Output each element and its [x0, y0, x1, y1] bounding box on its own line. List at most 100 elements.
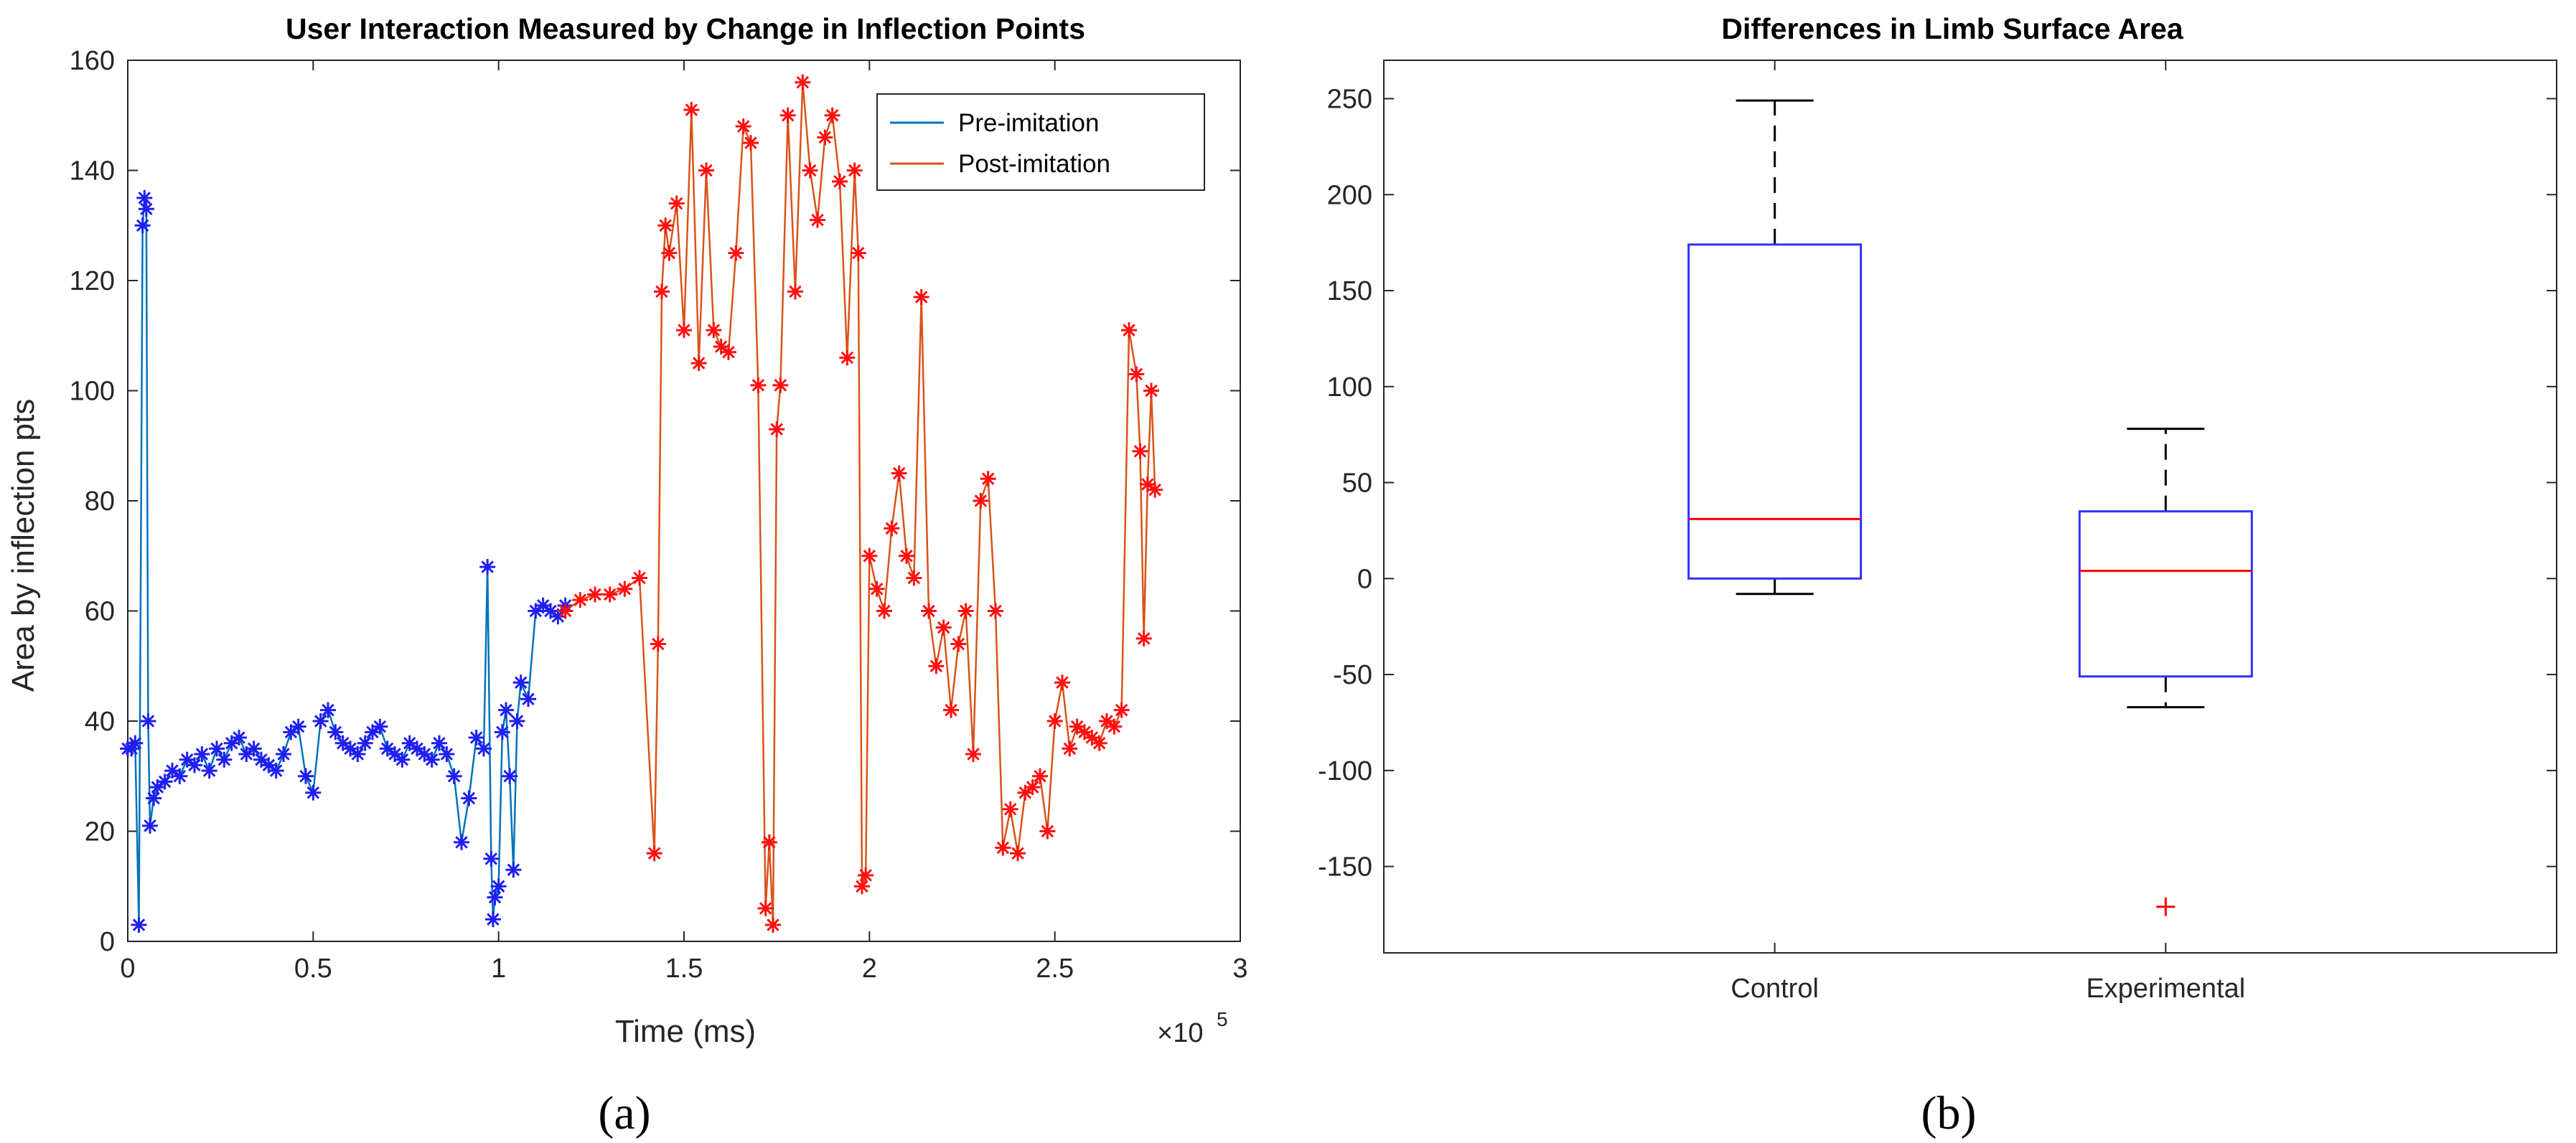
- data-point-post: [706, 322, 722, 339]
- y-tick-label: 0: [100, 927, 115, 957]
- data-point-post: [632, 570, 647, 586]
- data-point-pre: [216, 751, 233, 768]
- data-point-pre: [194, 746, 210, 763]
- data-point-post: [617, 580, 633, 597]
- outlier-marker: [2156, 897, 2175, 916]
- data-point-pre: [423, 751, 440, 768]
- data-point-pre: [505, 862, 522, 878]
- data-point-post: [1135, 630, 1152, 646]
- data-point-post: [839, 349, 856, 366]
- panel-a: User Interaction Measured by Change in I…: [0, 0, 1285, 1143]
- data-point-pre: [187, 757, 202, 773]
- legend-entry-pre: Pre-imitation: [958, 109, 1099, 137]
- data-point-pre: [134, 217, 151, 234]
- data-point-post: [1010, 845, 1026, 862]
- data-point-post: [868, 580, 885, 597]
- data-point-pre: [140, 713, 156, 729]
- data-point-post: [728, 245, 744, 261]
- data-point-post: [668, 195, 685, 212]
- y-tick-label: 0: [1357, 564, 1372, 594]
- data-point-post: [698, 162, 714, 179]
- data-point-post: [765, 916, 781, 933]
- data-point-post: [683, 102, 700, 118]
- chart-a-xlabel: Time (ms): [615, 1014, 756, 1049]
- x-tick-label: 0: [120, 954, 135, 984]
- data-point-post: [817, 129, 833, 146]
- x-category-label: Experimental: [2086, 974, 2245, 1004]
- x-tick-label: 2.5: [1036, 954, 1074, 984]
- data-point-post: [891, 465, 907, 481]
- data-point-post: [935, 619, 952, 636]
- data-point-post: [676, 322, 692, 339]
- data-point-post: [943, 702, 959, 718]
- data-point-post: [750, 377, 767, 393]
- data-point-post: [921, 603, 937, 619]
- data-point-pre: [131, 916, 147, 933]
- data-point-pre: [268, 763, 284, 779]
- data-point-pre: [502, 768, 518, 784]
- y-tick-label: -150: [1318, 852, 1372, 883]
- data-point-post: [1046, 713, 1063, 729]
- y-tick-label: 160: [70, 46, 115, 76]
- data-point-pre: [520, 691, 536, 707]
- y-tick-label: 20: [85, 817, 115, 847]
- data-point-pre: [461, 790, 477, 806]
- data-point-post: [757, 900, 774, 916]
- boxplot-chart-b: Differences in Limb Surface Area (b) -15…: [1318, 12, 2557, 1139]
- y-tick-label: 40: [85, 707, 115, 737]
- data-point-pre: [305, 784, 322, 801]
- data-point-post: [980, 471, 996, 487]
- data-point-pre: [245, 740, 262, 757]
- data-point-post: [802, 162, 818, 179]
- data-point-post: [779, 107, 796, 123]
- data-point-post: [1091, 735, 1107, 751]
- y-tick-label: 200: [1327, 180, 1372, 210]
- data-point-post: [906, 570, 922, 586]
- y-tick-label: -100: [1318, 756, 1372, 786]
- panel-a-sublabel: (a): [598, 1087, 650, 1139]
- data-point-post: [1002, 801, 1018, 817]
- data-point-post: [743, 135, 759, 151]
- data-point-post: [1132, 443, 1148, 459]
- data-point-post: [1039, 823, 1056, 839]
- line-chart-a: User Interaction Measured by Change in I…: [6, 12, 1248, 1139]
- data-point-post: [721, 344, 736, 360]
- y-tick-label: 120: [70, 266, 115, 296]
- chart-b-plot-area: -150 -100 -50 0 50 100 150 200 250 Control Experim…: [1318, 60, 2557, 1004]
- chart-a-plot-area: 0 0.5 1 1.5 2 2.5 3 0 20 40 60 80 100 120 140 160: [70, 46, 1248, 984]
- x-category-label: Control: [1730, 974, 1819, 1004]
- data-point-pre: [490, 878, 507, 895]
- data-point-post: [690, 355, 707, 372]
- y-tick-label: 100: [1327, 372, 1372, 403]
- data-point-post: [824, 107, 840, 123]
- data-point-pre: [439, 746, 455, 763]
- y-tick-label: 60: [85, 597, 115, 627]
- data-point-post: [810, 212, 825, 228]
- data-point-post: [899, 547, 914, 564]
- chart-b-axes-box: [1383, 60, 2557, 954]
- data-point-post: [854, 878, 870, 895]
- data-point-post: [1121, 322, 1137, 339]
- data-point-post: [657, 217, 674, 234]
- data-point-pre: [320, 702, 336, 718]
- data-point-post: [1128, 366, 1145, 382]
- chart-b-title: Differences in Limb Surface Area: [1721, 12, 2184, 45]
- data-point-post: [761, 834, 777, 850]
- chart-a-ylabel: Area by inflection pts: [6, 399, 41, 692]
- data-point-pre: [209, 740, 225, 757]
- y-tick-label: 50: [1342, 469, 1372, 499]
- data-point-post: [858, 867, 874, 883]
- data-point-pre: [479, 559, 496, 575]
- data-point-post: [787, 283, 803, 300]
- data-point-pre: [512, 674, 529, 691]
- data-point-pre: [312, 713, 329, 729]
- data-point-pre: [138, 201, 154, 217]
- data-point-post: [654, 283, 670, 300]
- data-point-post: [1062, 740, 1078, 757]
- data-point-post: [1024, 779, 1041, 796]
- data-point-pre: [543, 603, 558, 619]
- data-point-post: [995, 839, 1011, 856]
- x-tick-label: 1.5: [665, 954, 703, 984]
- data-point-pre: [494, 724, 510, 740]
- x-tick-label: 1: [491, 954, 506, 984]
